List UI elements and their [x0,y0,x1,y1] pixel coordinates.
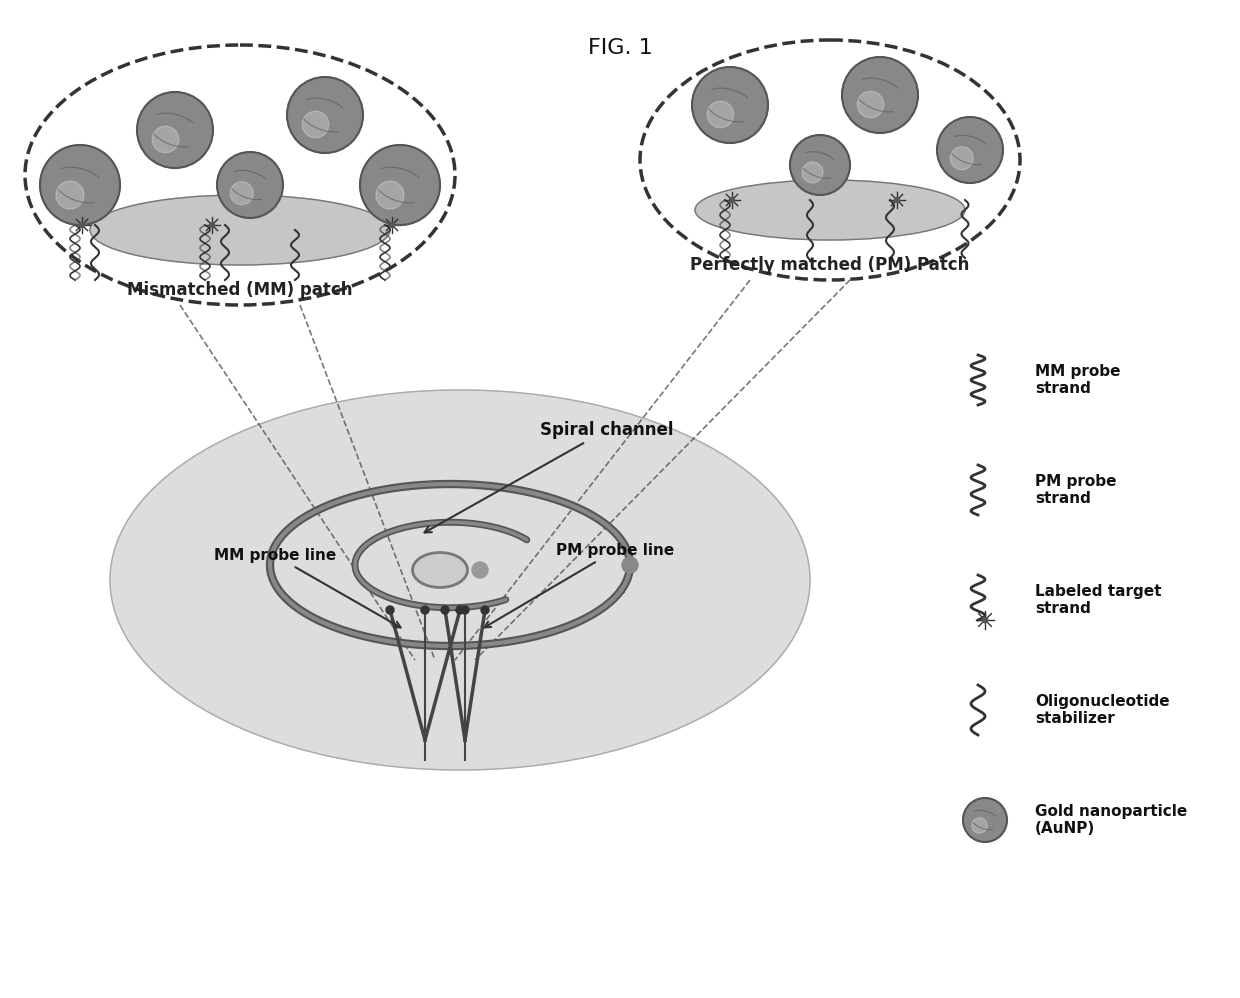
Circle shape [982,618,988,623]
Circle shape [389,223,394,228]
Circle shape [707,101,734,128]
Text: PM probe
strand: PM probe strand [1035,474,1116,506]
Circle shape [231,182,253,205]
Ellipse shape [694,180,965,240]
Circle shape [692,67,768,143]
Circle shape [461,606,469,614]
Circle shape [376,181,404,209]
Circle shape [136,92,213,168]
Text: Perfectly matched (PM) Patch: Perfectly matched (PM) Patch [691,256,970,274]
Circle shape [153,126,179,153]
Circle shape [972,817,987,833]
Circle shape [422,606,429,614]
Circle shape [802,162,823,183]
Text: Mismatched (MM) patch: Mismatched (MM) patch [128,281,352,299]
Ellipse shape [110,390,810,770]
Circle shape [622,557,639,573]
Circle shape [360,145,440,225]
Text: Oligonucleotide
stabilizer: Oligonucleotide stabilizer [1035,694,1169,727]
Text: PM probe line: PM probe line [485,543,675,628]
Circle shape [937,117,1003,183]
Circle shape [456,606,464,614]
Circle shape [286,77,363,153]
Circle shape [79,223,84,228]
Circle shape [472,562,489,578]
Circle shape [963,798,1007,842]
Ellipse shape [91,195,391,265]
Circle shape [857,91,884,118]
Circle shape [842,57,918,133]
Text: Labeled target
strand: Labeled target strand [1035,584,1162,616]
Text: MM probe
strand: MM probe strand [1035,364,1121,396]
Circle shape [441,606,449,614]
Circle shape [210,223,215,228]
Circle shape [386,606,394,614]
Circle shape [40,145,120,225]
Circle shape [56,181,84,209]
Text: FIG. 1: FIG. 1 [588,38,652,58]
Circle shape [729,198,734,203]
Ellipse shape [413,553,467,588]
Circle shape [950,147,973,170]
Text: MM probe line: MM probe line [213,548,401,628]
Circle shape [481,606,489,614]
Text: Gold nanoparticle
(AuNP): Gold nanoparticle (AuNP) [1035,803,1187,836]
Circle shape [790,135,849,195]
Circle shape [217,152,283,218]
Text: Spiral channel: Spiral channel [424,421,673,533]
Circle shape [303,111,329,138]
Circle shape [894,198,899,203]
